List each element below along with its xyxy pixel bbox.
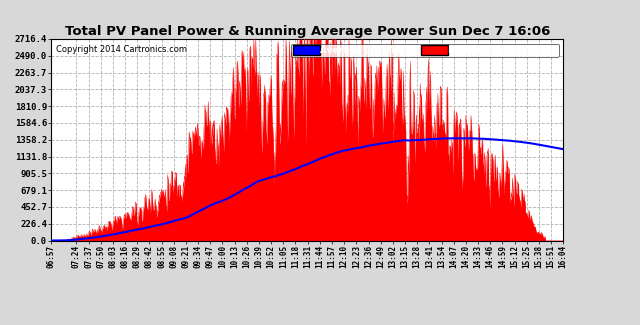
Title: Total PV Panel Power & Running Average Power Sun Dec 7 16:06: Total PV Panel Power & Running Average P…	[65, 25, 550, 38]
Text: Copyright 2014 Cartronics.com: Copyright 2014 Cartronics.com	[56, 45, 188, 54]
Legend: Average (DC Watts), PV Panels (DC Watts): Average (DC Watts), PV Panels (DC Watts)	[291, 44, 559, 57]
